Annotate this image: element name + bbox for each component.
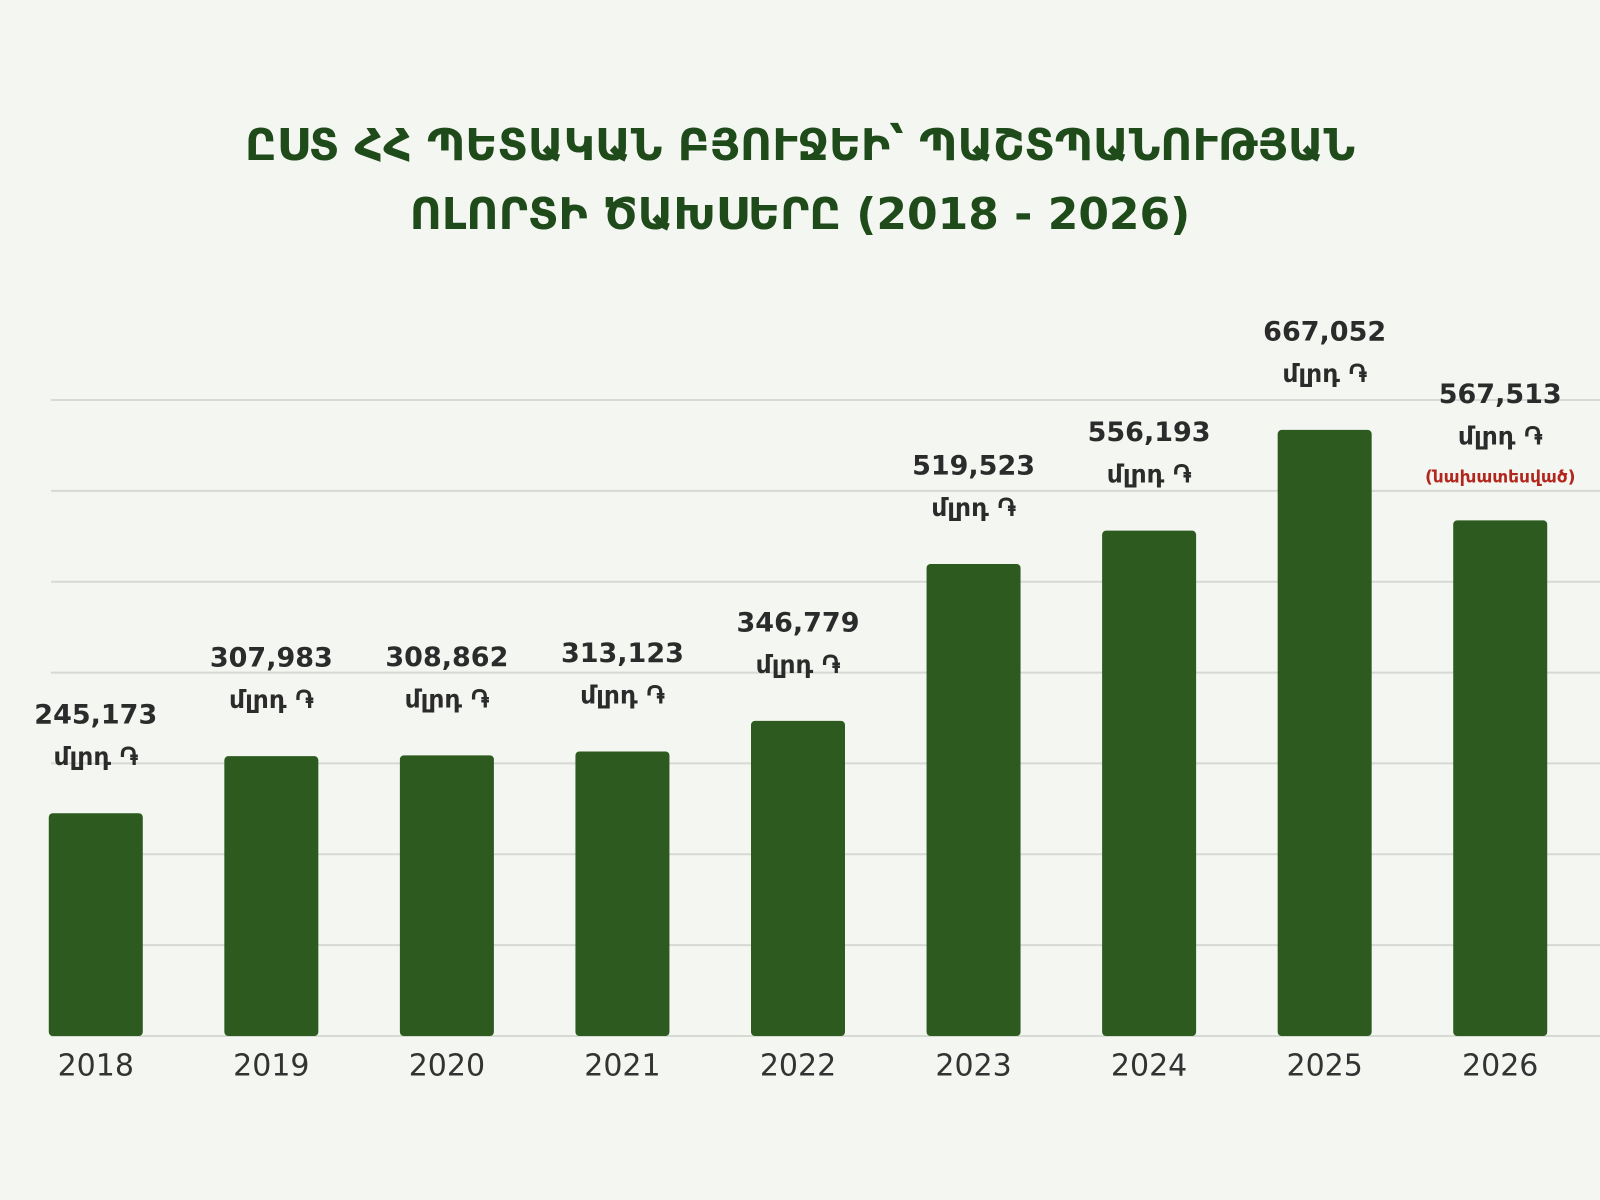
- value-label: 245,173: [34, 700, 157, 731]
- unit-label: մլրդ ֏: [1282, 359, 1367, 388]
- unit-label: մլրդ ֏: [931, 493, 1016, 522]
- chart-title: ԸՍՏ ՀՀ ՊԵՏԱԿԱՆ ԲՅՈՒՋԵԻ՝ ՊԱՇՏՊԱՆՈՒԹՅԱՆ: [245, 120, 1355, 171]
- bar: [48, 813, 143, 1036]
- value-label: 567,513: [1439, 379, 1562, 410]
- x-tick-label: 2019: [233, 1049, 309, 1084]
- bar: [751, 720, 845, 1036]
- value-label: 313,123: [561, 638, 684, 669]
- unit-label: մլրդ ֏: [1107, 460, 1192, 489]
- unit-label: մլրդ ֏: [53, 742, 138, 771]
- x-tick-label: 2023: [935, 1049, 1011, 1084]
- bar: [1102, 530, 1197, 1036]
- x-tick-label: 2021: [584, 1049, 660, 1084]
- value-label: 667,052: [1263, 316, 1386, 347]
- unit-label: մլրդ ֏: [580, 681, 665, 710]
- x-tick-label: 2020: [409, 1049, 485, 1084]
- bar: [1453, 520, 1548, 1036]
- value-label: 519,523: [912, 450, 1035, 481]
- value-label: 556,193: [1088, 417, 1211, 448]
- unit-label: մլրդ ֏: [1458, 421, 1543, 450]
- unit-label: մլրդ ֏: [405, 684, 490, 713]
- note-label: (նախատեսված): [1425, 467, 1576, 487]
- value-label: 308,862: [385, 642, 508, 673]
- chart-title: ՈԼՈՐՏԻ ԾԱԽՍԵՐԸ (2018 - 2026): [410, 189, 1191, 240]
- unit-label: մլրդ ֏: [756, 650, 841, 679]
- x-tick-label: 2024: [1111, 1049, 1187, 1084]
- x-tick-label: 2022: [760, 1049, 836, 1084]
- bar: [575, 751, 670, 1036]
- x-tick-label: 2018: [58, 1049, 134, 1084]
- bar: [926, 563, 1021, 1036]
- value-label: 307,983: [210, 643, 333, 674]
- unit-label: մլրդ ֏: [229, 685, 314, 714]
- x-tick-label: 2026: [1462, 1049, 1538, 1084]
- bar: [399, 755, 494, 1036]
- bar: [1277, 429, 1372, 1036]
- x-tick-label: 2025: [1286, 1049, 1362, 1084]
- bar: [224, 756, 319, 1036]
- value-label: 346,779: [737, 607, 860, 638]
